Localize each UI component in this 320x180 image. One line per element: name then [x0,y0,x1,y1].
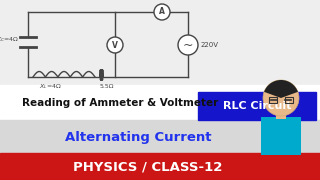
Circle shape [263,80,299,116]
Text: ~: ~ [183,39,193,51]
Bar [0,0,320,85]
Text: PHYSICS / CLASS-12: PHYSICS / CLASS-12 [73,161,223,174]
Bar [261,117,301,155]
Text: A: A [159,8,165,17]
Circle shape [178,35,198,55]
Text: Alternating Current: Alternating Current [65,130,211,143]
Bar [276,109,286,119]
Circle shape [107,37,123,53]
Bar [0,120,320,153]
Bar [0,153,320,180]
Bar [269,97,277,103]
Bar [285,97,293,103]
Text: 220V: 220V [201,42,219,48]
Text: Reading of Ammeter & Voltmeter: Reading of Ammeter & Voltmeter [22,98,218,108]
Bar [0,85,320,120]
Text: RLC Circuit: RLC Circuit [223,101,291,111]
Text: 5.5Ω: 5.5Ω [100,84,114,89]
Bar [198,92,316,120]
Text: $X_C$=4Ω: $X_C$=4Ω [0,36,20,44]
Wedge shape [264,80,298,98]
Text: $X_L$=4Ω: $X_L$=4Ω [39,83,61,91]
Circle shape [154,4,170,20]
Text: V: V [112,40,118,50]
